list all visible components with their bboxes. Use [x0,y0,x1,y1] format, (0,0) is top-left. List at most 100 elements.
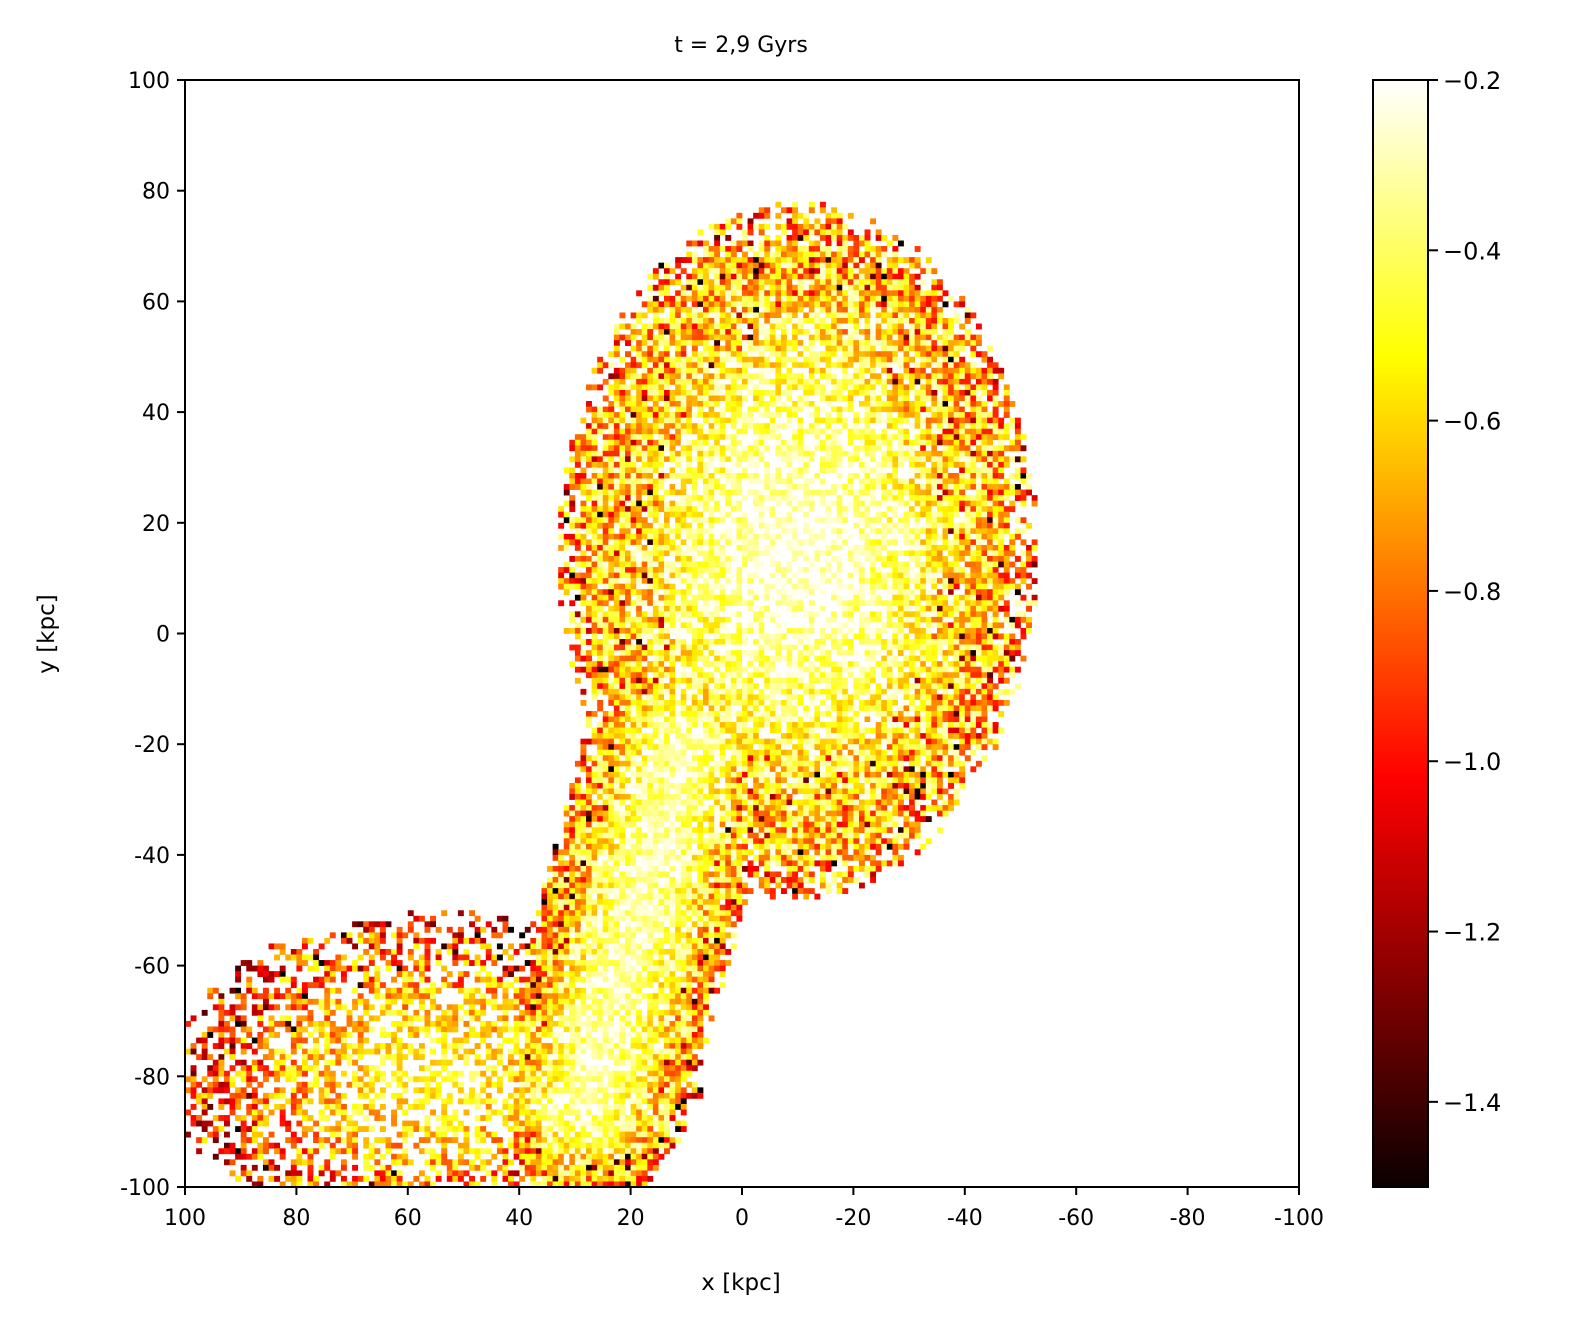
heatmap-cell [987,450,993,457]
heatmap-cell [792,506,799,513]
heatmap-cell [1014,423,1021,430]
heatmap-cell [819,572,826,579]
heatmap-cell [1009,489,1016,496]
heatmap-cell [758,229,765,236]
heatmap-cell [725,318,732,324]
heatmap-cell [858,362,865,369]
heatmap-cell [858,423,865,430]
heatmap-cell [936,556,943,562]
heatmap-cell [875,528,882,535]
heatmap-cell [931,367,938,374]
heatmap-cell [647,445,654,452]
heatmap-cell [909,351,916,358]
heatmap-cell [619,417,626,424]
heatmap-cell [814,467,821,474]
heatmap-cell [736,605,743,612]
heatmap-cell [931,605,938,612]
heatmap-cell [742,539,748,546]
heatmap-cell [959,522,966,529]
heatmap-cell [708,572,715,579]
heatmap-cell [625,439,631,446]
heatmap-cell [942,461,949,468]
heatmap-cell [619,539,626,546]
heatmap-cell [664,478,670,485]
heatmap-cell [803,334,810,341]
heatmap-cell [780,456,787,463]
heatmap-cell [775,378,782,385]
heatmap-cell [959,511,966,518]
heatmap-cell [742,616,748,623]
heatmap-cell [803,572,810,579]
heatmap-cell [641,578,648,585]
heatmap-cell [808,279,815,286]
heatmap-cell [569,572,576,579]
heatmap-cell [942,301,949,308]
heatmap-cell [747,306,754,313]
heatmap-cell [936,450,943,457]
heatmap-cell [931,500,938,507]
heatmap-cell [808,495,815,502]
heatmap-cell [786,594,793,601]
heatmap-cell [998,495,1005,502]
heatmap-cell [975,600,982,607]
heatmap-cell [981,484,988,490]
heatmap-cell [886,323,893,330]
heatmap-cell [864,234,871,241]
heatmap-cell [987,578,993,585]
heatmap-cell [675,406,682,413]
heatmap-cell [664,544,670,551]
heatmap-cell [808,467,815,474]
heatmap-cell [881,544,888,551]
heatmap-cell [647,600,654,607]
heatmap-cell [719,589,726,596]
heatmap-cell [647,356,654,363]
heatmap-cell [658,495,665,502]
heatmap-cell [886,500,893,507]
heatmap-cell [597,539,604,546]
heatmap-cell [814,284,821,291]
heatmap-cell [591,406,598,413]
heatmap-cell [909,600,916,607]
heatmap-cell [742,544,748,551]
heatmap-cell [853,500,860,507]
heatmap-cell [753,567,760,573]
heatmap-cell [909,434,916,441]
heatmap-cell [975,484,982,490]
heatmap-cell [680,517,687,524]
heatmap-cell [858,273,865,280]
heatmap-cell [892,434,899,441]
heatmap-cell [925,417,932,424]
heatmap-cell [680,611,687,618]
heatmap-cell [808,445,815,452]
heatmap-cell [819,284,826,291]
heatmap-cell [964,456,971,463]
heatmap-cell [803,395,810,402]
heatmap-cell [641,544,648,551]
heatmap-cell [970,362,977,369]
heatmap-cell [858,412,865,418]
heatmap-cell [758,500,765,507]
heatmap-cell [936,318,943,324]
heatmap-cell [708,439,715,446]
heatmap-cell [920,578,927,585]
heatmap-cell [703,290,709,297]
heatmap-cell [664,378,670,385]
heatmap-cell [725,367,732,374]
heatmap-cell [970,472,977,479]
heatmap-cell [808,351,815,358]
heatmap-cell [864,583,871,590]
heatmap-cell [753,561,760,568]
heatmap-cell [580,445,587,452]
heatmap-cell [975,611,982,618]
heatmap-cell [870,578,877,585]
heatmap-cell [981,594,988,601]
heatmap-cell [675,528,682,535]
heatmap-cell [775,412,782,418]
heatmap-cell [786,279,793,286]
heatmap-cell [1031,556,1038,562]
heatmap-cell [669,334,676,341]
heatmap-cell [725,550,732,557]
heatmap-cell [613,472,620,479]
heatmap-cell [953,605,960,612]
heatmap-cell [714,489,721,496]
